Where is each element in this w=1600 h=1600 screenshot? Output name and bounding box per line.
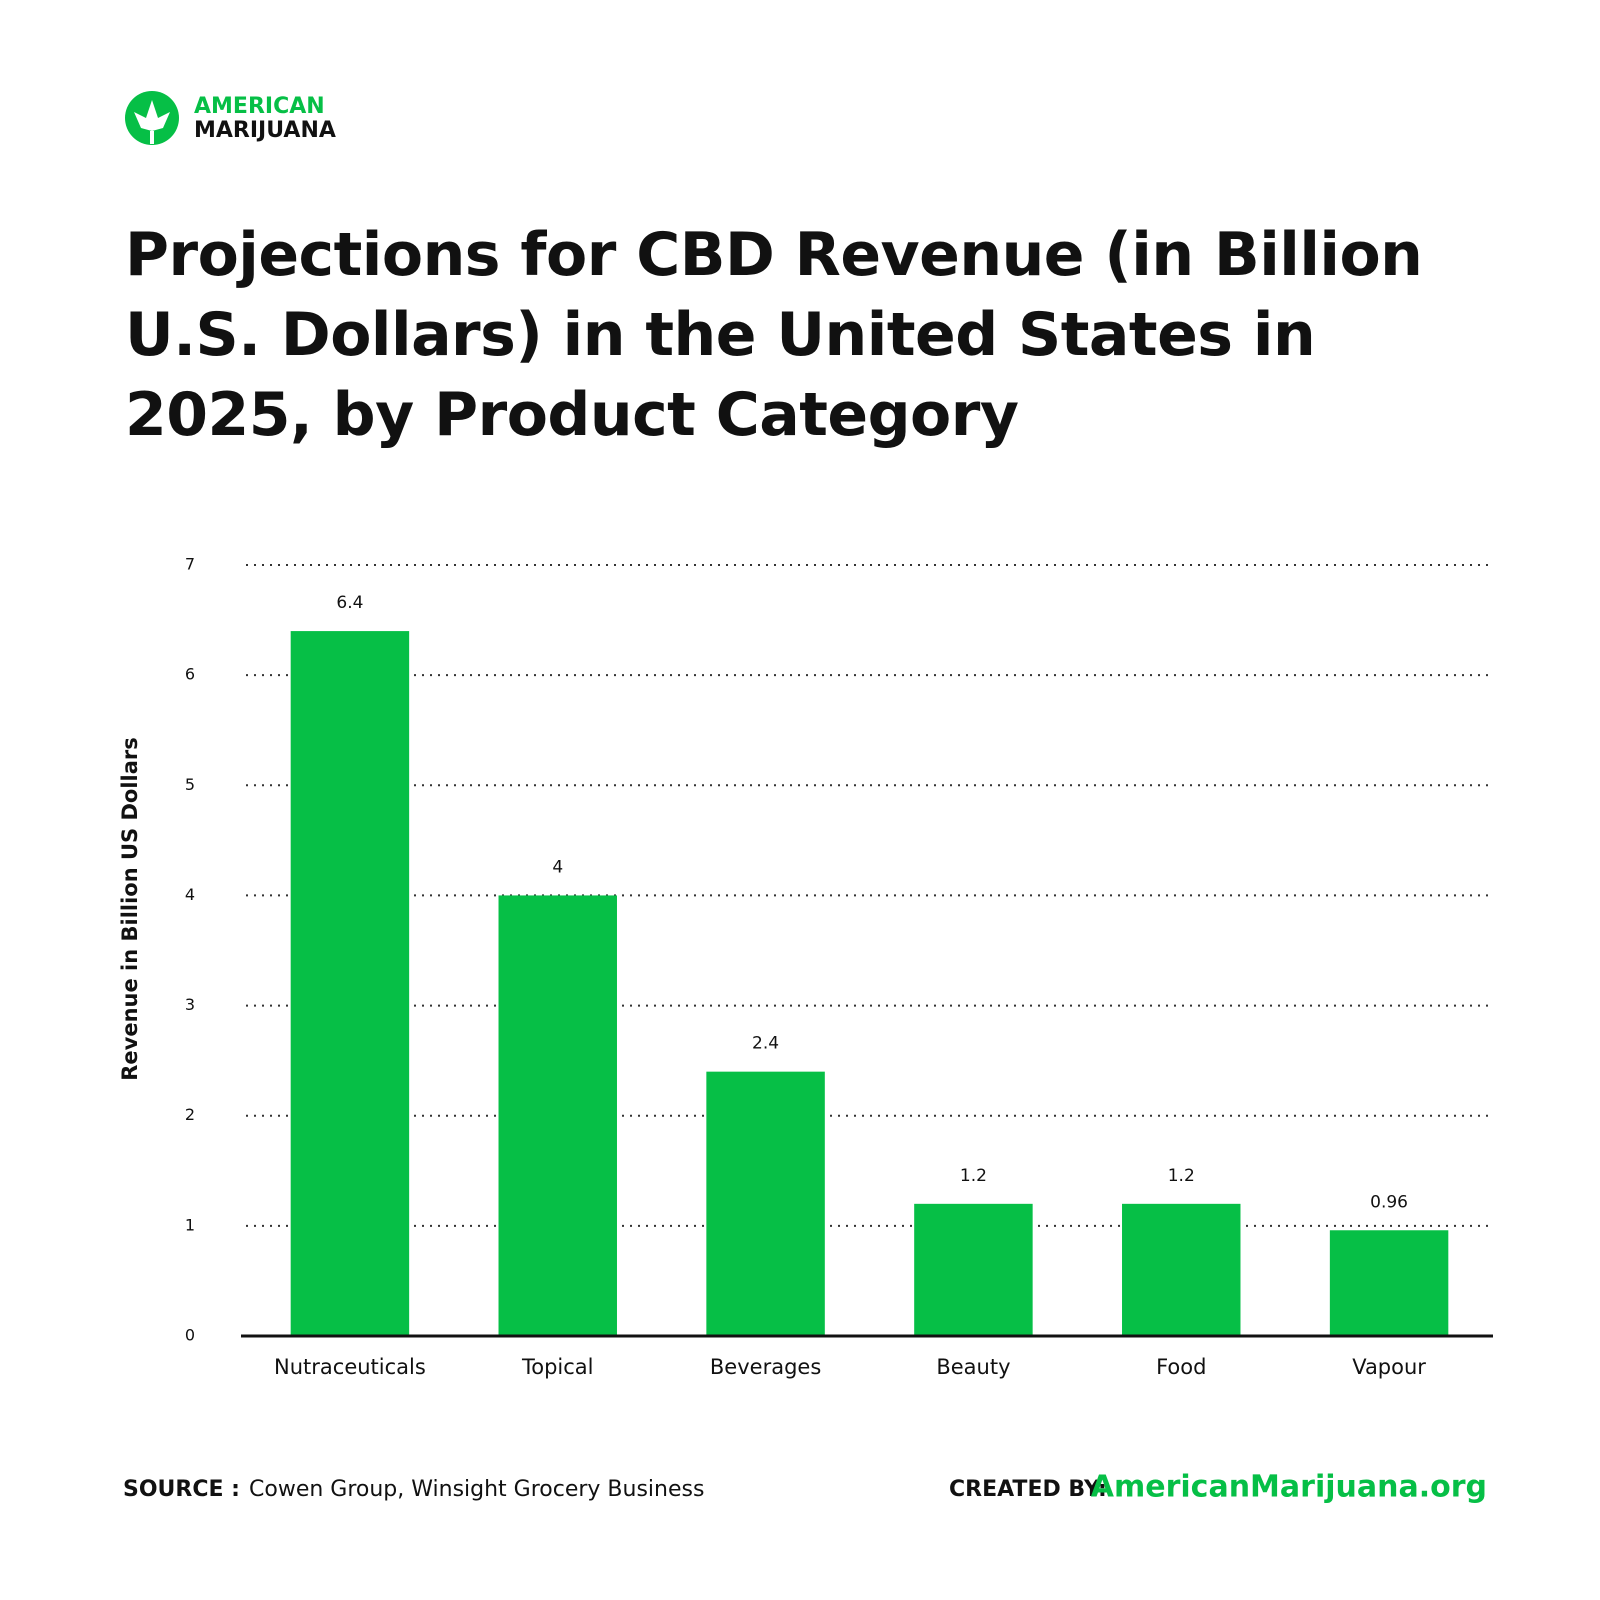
- y-tick-label: 3: [185, 995, 195, 1014]
- value-label: 0.96: [1370, 1192, 1408, 1212]
- value-label: 1.2: [960, 1166, 987, 1186]
- chart-title: Projections for CBD Revenue (in Billion …: [125, 220, 1423, 450]
- y-tick-label: 5: [185, 775, 195, 794]
- x-tick-label: Vapour: [1352, 1355, 1426, 1379]
- bar: [914, 1203, 1033, 1336]
- bar: [1122, 1203, 1241, 1336]
- bar: [290, 631, 410, 1336]
- value-label: 6.4: [336, 593, 363, 613]
- y-tick-label: 2: [185, 1105, 195, 1124]
- x-tick-label: Beauty: [936, 1355, 1010, 1379]
- value-label: 1.2: [1168, 1166, 1195, 1186]
- value-label: 4: [552, 857, 563, 877]
- value-label: 2.4: [752, 1034, 779, 1054]
- x-tick-label: Topical: [521, 1355, 594, 1379]
- y-axis-label: Revenue in Billion US Dollars: [118, 737, 142, 1081]
- y-tick-label: 7: [185, 555, 195, 574]
- logo-leaf: [134, 100, 170, 144]
- bar: [1329, 1230, 1449, 1336]
- logo: AMERICAN MARIJUANA: [125, 91, 336, 145]
- source: Cowen Group, Winsight Grocery Business: [249, 1477, 704, 1502]
- created-by: AmericanMarijuana.org: [1091, 1470, 1487, 1505]
- x-tick-label: Beverages: [710, 1355, 821, 1379]
- y-tick-label: 1: [185, 1215, 195, 1234]
- bar: [498, 895, 617, 1336]
- x-tick-label: Food: [1156, 1355, 1206, 1379]
- y-tick-label: 6: [185, 665, 195, 684]
- created-label: CREATED BY:: [949, 1477, 1107, 1502]
- logo-line2: MARIJUANA: [194, 118, 336, 143]
- bar: [706, 1071, 825, 1336]
- y-tick-label: 0: [185, 1326, 195, 1345]
- x-tick-label: Nutraceuticals: [274, 1355, 426, 1379]
- y-tick-label: 4: [185, 885, 195, 904]
- logo-line1: AMERICAN: [194, 94, 325, 119]
- source-label: SOURCE :: [123, 1477, 240, 1502]
